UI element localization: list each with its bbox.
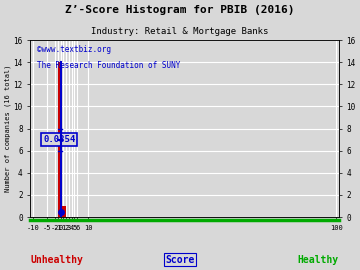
Text: 0.0354: 0.0354 [43, 135, 76, 144]
Text: The Research Foundation of SUNY: The Research Foundation of SUNY [36, 61, 180, 70]
Text: Healthy: Healthy [298, 255, 339, 265]
Text: Unhealthy: Unhealthy [30, 255, 83, 265]
Text: Industry: Retail & Mortgage Banks: Industry: Retail & Mortgage Banks [91, 27, 269, 36]
Bar [62, 206, 66, 217]
Bar [58, 62, 62, 217]
Text: Z’-Score Histogram for PBIB (2016): Z’-Score Histogram for PBIB (2016) [65, 5, 295, 15]
Text: ©www.textbiz.org: ©www.textbiz.org [36, 45, 111, 54]
Y-axis label: Number of companies (16 total): Number of companies (16 total) [4, 65, 11, 192]
Text: Score: Score [165, 255, 195, 265]
